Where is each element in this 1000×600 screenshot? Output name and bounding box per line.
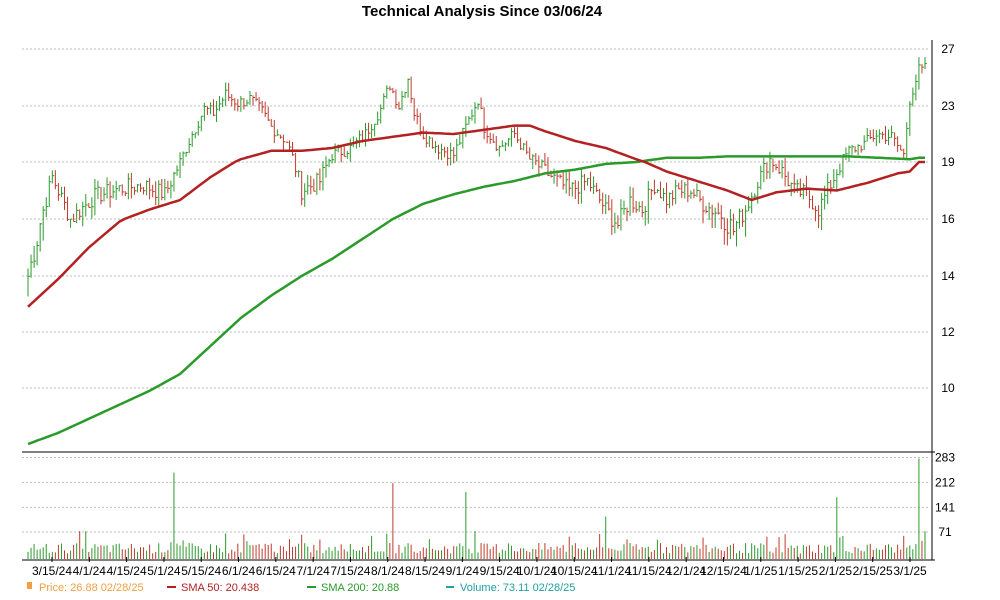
price-tick-label: 14: [941, 269, 955, 283]
legend-sma50: SMA 50: 20.438: [181, 582, 259, 594]
volume-tick-label: 283: [935, 450, 955, 464]
price-plot-area: [0, 22, 928, 452]
x-tick-label: 5/1/24: [147, 564, 181, 578]
x-tick-label: 9/1/24: [446, 564, 480, 578]
x-tick-label: 3/1/25: [893, 564, 927, 578]
x-tick-label: 9/15/24: [480, 564, 520, 578]
x-tick-label: 2/15/25: [853, 564, 893, 578]
x-tick-label: 6/1/24: [222, 564, 256, 578]
price-tick-label: 10: [941, 381, 955, 395]
price-tick-label: 16: [941, 212, 955, 226]
volume-tick-label: 141: [935, 500, 955, 514]
x-tick-label: 2/1/25: [819, 564, 853, 578]
x-tick-label: 1/15/25: [778, 564, 818, 578]
price-tick-label: 23: [941, 99, 955, 113]
x-tick-label: 8/1/24: [371, 564, 405, 578]
legend: Price: 26.88 02/28/25 SMA 50: 20.438 SMA…: [27, 582, 575, 594]
legend-price: Price: 26.88 02/28/25: [39, 582, 144, 594]
legend-volume: Volume: 73.11 02/28/25: [460, 582, 575, 594]
x-tick-label: 10/15/24: [551, 564, 598, 578]
price-tick-label: 27: [941, 42, 955, 56]
volume-axis: 71 141 212 283: [22, 450, 955, 561]
x-tick-label: 3/15/24: [32, 564, 72, 578]
volume-grid: [22, 456, 928, 533]
volume-tick-label: 212: [935, 475, 955, 489]
x-tick-label: 5/15/24: [181, 564, 221, 578]
x-tick-label: 7/15/24: [330, 564, 370, 578]
x-tick-label: 4/15/24: [107, 564, 147, 578]
volume-tick-label: 71: [938, 525, 952, 539]
x-tick-label: 8/15/24: [405, 564, 445, 578]
x-tick-label: 11/15/24: [626, 564, 672, 578]
chart-title: Technical Analysis Since 03/06/24: [362, 3, 603, 20]
price-axis: 10 12 14 16 19 23 27: [22, 40, 955, 453]
legend-sma200: SMA 200: 20.88: [321, 582, 399, 594]
x-tick-label: 4/1/24: [73, 564, 107, 578]
x-tick-label: 12/15/24: [700, 564, 747, 578]
x-tick-label: 12/1/24: [666, 564, 706, 578]
volume-panel: 71 141 212 283: [22, 450, 955, 561]
x-tick-label: 11/1/24: [592, 564, 631, 578]
x-tick-label: 10/1/24: [517, 564, 557, 578]
price-tick-label: 12: [941, 325, 955, 339]
x-tick-label: 6/15/24: [256, 564, 296, 578]
price-bars: [27, 57, 927, 297]
x-axis: 3/15/24 4/1/24 4/15/24 5/1/24 5/15/24 6/1/24 6…: [32, 557, 927, 578]
price-panel: 10 12 14 16 19 23 27: [0, 22, 955, 453]
price-tick-label: 19: [941, 155, 955, 169]
sma50-line: [27, 124, 925, 308]
x-tick-label: 7/1/24: [296, 564, 330, 578]
sma200-line: [27, 155, 925, 446]
legend-price-swatch: [27, 582, 32, 589]
x-tick-label: 1/1/25: [744, 564, 778, 578]
volume-bars: [27, 458, 926, 559]
